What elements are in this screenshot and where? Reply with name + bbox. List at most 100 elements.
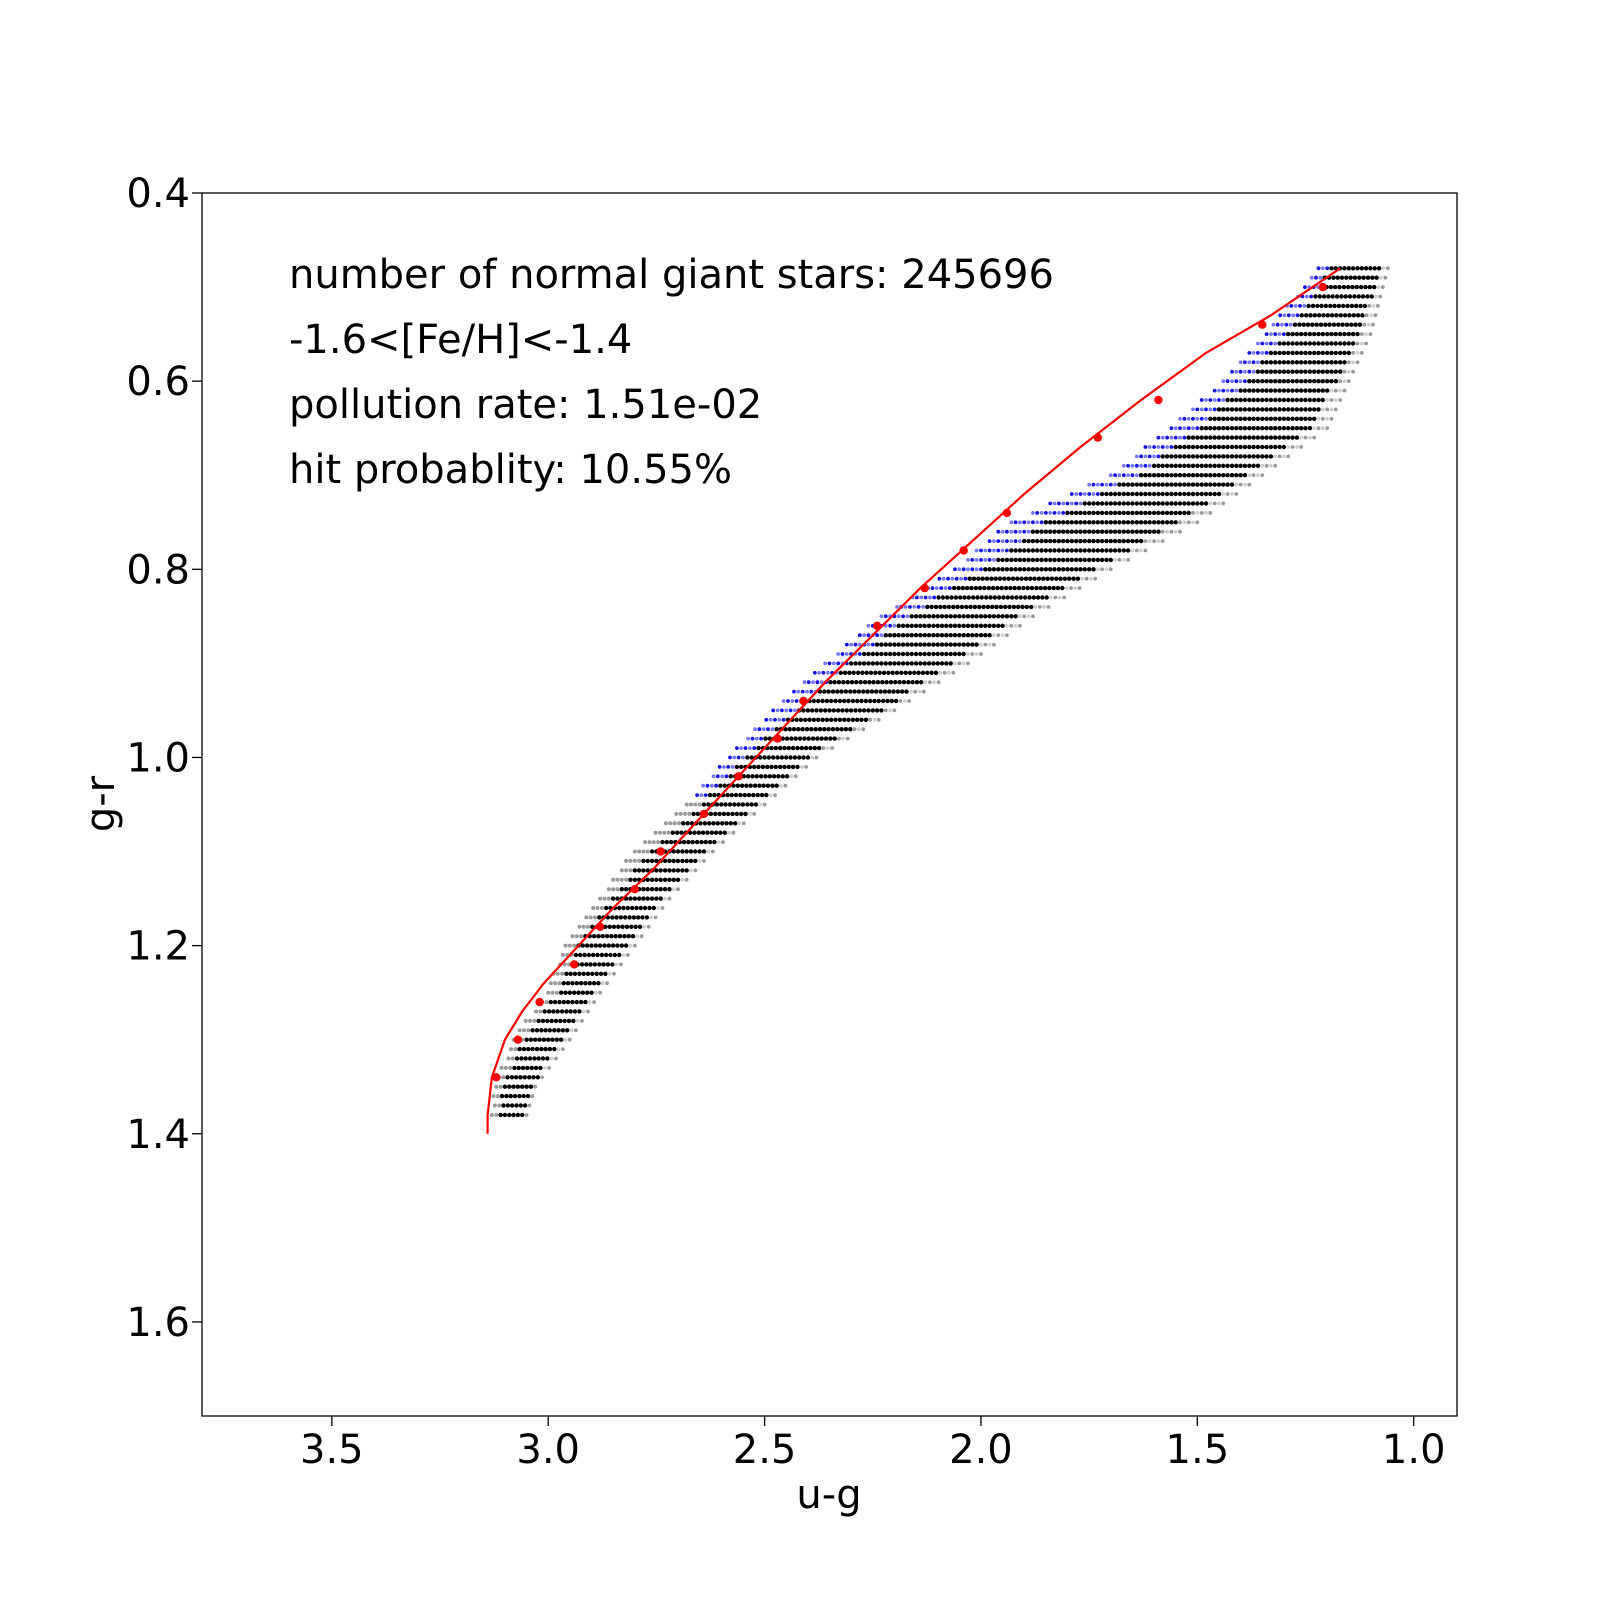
scatter-point bbox=[1069, 501, 1074, 506]
scatter-point bbox=[1273, 388, 1278, 393]
scatter-point bbox=[1225, 426, 1230, 431]
scatter-point bbox=[1264, 463, 1269, 468]
scatter-point bbox=[1130, 548, 1135, 553]
scatter-point bbox=[773, 745, 778, 751]
scatter-point bbox=[740, 802, 746, 807]
fit-point bbox=[630, 885, 639, 894]
scatter-point bbox=[509, 1103, 515, 1108]
scatter-point bbox=[1043, 557, 1049, 563]
scatter-point bbox=[688, 849, 694, 854]
scatter-point bbox=[1186, 482, 1191, 487]
scatter-point bbox=[1000, 567, 1005, 572]
scatter-point bbox=[992, 558, 996, 562]
scatter-point bbox=[756, 764, 761, 770]
scatter-point bbox=[1036, 576, 1042, 581]
scatter-point bbox=[599, 952, 605, 958]
scatter-point bbox=[923, 595, 928, 600]
scatter-point bbox=[1256, 473, 1260, 478]
scatter-point bbox=[1309, 294, 1313, 299]
scatter-point bbox=[612, 971, 616, 976]
scatter-point bbox=[625, 953, 630, 957]
scatter-point bbox=[944, 651, 949, 657]
scatter-point bbox=[1022, 595, 1028, 600]
scatter-point bbox=[1352, 294, 1357, 299]
scatter-point bbox=[1108, 538, 1114, 544]
scatter-point bbox=[521, 1093, 526, 1099]
scatter-point bbox=[1029, 585, 1035, 591]
scatter-point bbox=[1264, 416, 1269, 421]
scatter-point bbox=[1308, 313, 1313, 318]
scatter-point bbox=[1121, 482, 1127, 487]
scatter-point bbox=[737, 821, 742, 826]
scatter-point bbox=[1310, 322, 1315, 327]
scatter-point bbox=[543, 1046, 548, 1052]
scatter-point bbox=[1251, 473, 1256, 478]
scatter-point bbox=[1212, 435, 1217, 440]
scatter-point bbox=[1230, 369, 1234, 374]
scatter-point bbox=[797, 755, 802, 760]
scatter-point bbox=[935, 661, 940, 666]
scatter-point bbox=[1078, 510, 1083, 516]
scatter-point bbox=[996, 567, 1001, 572]
scatter-point bbox=[523, 1056, 528, 1061]
scatter-point bbox=[1039, 538, 1044, 544]
scatter-point bbox=[1353, 322, 1358, 327]
scatter-point bbox=[1221, 463, 1226, 468]
fit-point bbox=[734, 772, 743, 781]
scatter-point bbox=[783, 783, 788, 788]
scatter-point bbox=[690, 839, 695, 845]
scatter-point bbox=[1357, 275, 1362, 280]
scatter-point bbox=[959, 604, 965, 610]
scatter-point bbox=[579, 934, 584, 939]
scatter-point bbox=[1138, 529, 1144, 534]
scatter-point bbox=[606, 896, 611, 901]
scatter-point bbox=[1255, 426, 1261, 431]
scatter-point bbox=[1238, 388, 1243, 393]
scatter-point bbox=[1268, 454, 1274, 459]
scatter-point bbox=[957, 623, 962, 628]
scatter-point bbox=[1342, 341, 1347, 346]
scatter-point bbox=[672, 821, 677, 826]
scatter-point bbox=[1281, 350, 1287, 356]
scatter-point bbox=[983, 567, 988, 572]
scatter-point bbox=[792, 689, 796, 694]
scatter-point bbox=[1346, 369, 1351, 374]
scatter-point bbox=[916, 670, 921, 675]
scatter-point bbox=[1264, 341, 1269, 346]
scatter-point bbox=[1104, 529, 1109, 534]
scatter-point bbox=[533, 1065, 539, 1071]
scatter-point bbox=[811, 680, 815, 685]
scatter-point bbox=[992, 633, 996, 638]
scatter-point bbox=[855, 717, 860, 722]
scatter-point bbox=[944, 642, 949, 647]
scatter-point bbox=[899, 670, 904, 675]
scatter-point bbox=[1350, 331, 1356, 337]
scatter-point bbox=[1346, 341, 1352, 346]
scatter-point bbox=[1126, 463, 1130, 468]
scatter-point bbox=[909, 623, 914, 628]
scatter-point bbox=[1320, 388, 1326, 393]
scatter-point bbox=[628, 868, 633, 873]
scatter-point bbox=[1045, 576, 1050, 581]
scatter-point bbox=[1052, 520, 1057, 525]
scatter-point bbox=[921, 689, 926, 694]
scatter-point bbox=[784, 708, 789, 713]
scatter-point bbox=[848, 708, 854, 713]
scatter-point bbox=[944, 614, 949, 619]
scatter-point bbox=[903, 605, 908, 609]
scatter-point bbox=[1143, 501, 1148, 506]
scatter-point bbox=[932, 595, 937, 600]
scatter-point bbox=[1217, 388, 1221, 393]
scatter-point bbox=[817, 727, 823, 732]
scatter-point bbox=[728, 821, 733, 826]
scatter-point bbox=[897, 680, 902, 685]
scatter-point bbox=[1087, 538, 1092, 544]
scatter-point bbox=[1286, 454, 1291, 459]
scatter-point bbox=[593, 990, 598, 995]
scatter-point bbox=[1160, 454, 1165, 459]
scatter-point bbox=[1230, 388, 1234, 393]
scatter-point bbox=[770, 727, 775, 732]
scatter-point bbox=[518, 1103, 523, 1108]
scatter-point bbox=[851, 670, 856, 675]
scatter-point bbox=[830, 727, 836, 732]
